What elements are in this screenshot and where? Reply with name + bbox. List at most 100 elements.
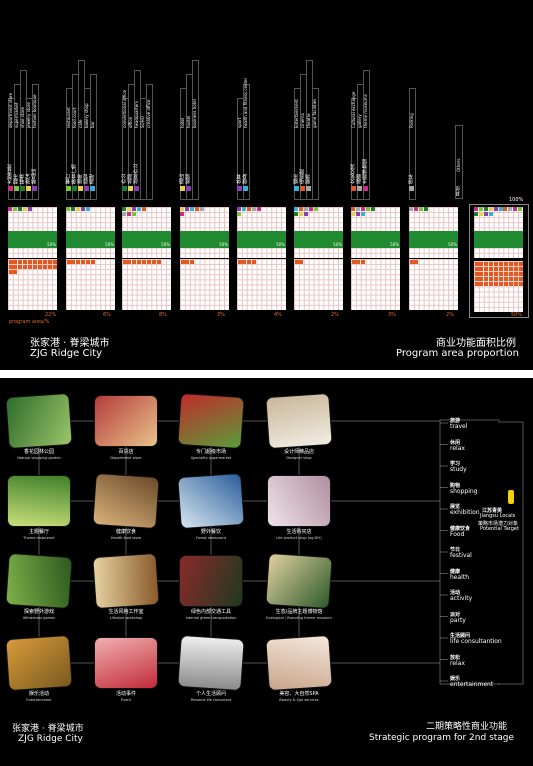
green-band [180, 231, 229, 248]
area-square [479, 281, 484, 286]
legend-swatch [243, 186, 248, 191]
program-photo [6, 553, 72, 609]
activity-tag-en: relax [450, 444, 465, 452]
activity-tag-cn: 健康 [450, 568, 461, 575]
strategic-program-panel: 香花园林公园 Natural shopping garden 百货店 Departme… [0, 378, 533, 766]
total-grid-lower [474, 261, 523, 312]
area-square [484, 281, 489, 286]
area-square [499, 281, 503, 286]
program-square [180, 212, 184, 217]
label-frame [146, 84, 153, 200]
program-grid-lower [237, 259, 286, 310]
activity-tag-cn: 健康饮食 [450, 525, 471, 532]
area-square [151, 259, 156, 264]
area-square [13, 264, 18, 269]
program-square [17, 207, 22, 211]
photo-caption-en: Internal green transportation [185, 616, 237, 620]
program-square [122, 212, 126, 217]
program-label: theatre [306, 113, 311, 128]
activity-tag-cn: 节日 [450, 547, 461, 553]
program-square [70, 207, 75, 211]
program-square [141, 207, 146, 211]
photo-caption-cn: 绿色内部交通工具 [190, 609, 231, 615]
program-square [80, 207, 85, 211]
legend-swatch [26, 186, 31, 191]
program-square [478, 207, 483, 211]
group-percent: 22% [45, 312, 57, 318]
area-square [190, 259, 195, 264]
photo-caption-cn: 野外餐饮 [200, 529, 221, 535]
photo-caption-cn: 生活购买店 [286, 529, 312, 535]
program-grid-lower [294, 259, 343, 310]
area-square [518, 266, 523, 271]
program-square [370, 207, 375, 211]
program-label: theme museums [363, 94, 368, 128]
program-square [355, 212, 360, 217]
program-label: headquarters [134, 101, 139, 128]
area-square [503, 271, 508, 276]
program-label: hotel [180, 117, 185, 128]
photo-caption-en: Designer shop [286, 456, 312, 460]
title-en: ZJG Ridge City [18, 734, 83, 744]
program-square [251, 207, 256, 211]
program-photo [180, 556, 242, 606]
area-square [185, 259, 190, 264]
area-square [361, 259, 366, 264]
photo-caption-en: Theme restaurant [23, 536, 55, 540]
area-square [508, 261, 513, 266]
program-square [423, 207, 428, 211]
program-label: shoe store [20, 107, 25, 128]
area-square [294, 259, 299, 264]
total-grid-upper [474, 207, 523, 258]
axis-label: program area/% [9, 319, 50, 325]
group-percent: 4% [274, 312, 282, 318]
activity-tag-en: shopping [450, 487, 478, 495]
program-label: restaurant [66, 107, 71, 128]
photo-caption-cn: 生态/品牌主题博物馆 [275, 609, 323, 615]
area-square [137, 259, 142, 264]
photo-caption-en: Department store [110, 456, 142, 460]
area-square [494, 281, 499, 286]
program-label: cinema [300, 113, 305, 128]
program-photo [95, 396, 157, 446]
total-percent-label: 100% [509, 197, 524, 203]
program-square [298, 212, 303, 217]
green-band [351, 231, 400, 248]
program-label: creative office [146, 99, 151, 128]
green-band [237, 231, 286, 248]
program-photo [266, 553, 332, 609]
program-grid-upper: 50% [294, 207, 343, 258]
program-photo [178, 473, 244, 529]
label-frame [32, 84, 39, 200]
program-photo [268, 476, 330, 526]
program-label: food court [72, 107, 77, 128]
program-square [8, 207, 12, 211]
area-square [127, 259, 132, 264]
legend-swatch [78, 186, 83, 191]
band-percent: 50% [219, 242, 228, 247]
activity-tag-en: entertainment [450, 681, 494, 688]
activity-tag-cn: 购物 [450, 482, 461, 489]
program-square [85, 207, 90, 211]
program-square [474, 207, 478, 211]
band-percent: 50% [276, 242, 285, 247]
area-square [76, 259, 81, 264]
heading-cn: 二期策略性商业功能 [426, 722, 508, 732]
program-square [303, 207, 308, 211]
photo-caption-cn: 香花园林公园 [23, 449, 54, 455]
legend-swatch [409, 186, 414, 191]
area-square [513, 271, 518, 276]
group-percent: 2% [446, 312, 454, 318]
area-square [518, 276, 523, 281]
program-grid-upper: 50% [180, 207, 229, 258]
program-label: Entertainment [294, 99, 299, 128]
activity-tag-cn: 活动 [450, 590, 461, 596]
area-square [242, 259, 247, 264]
area-square [474, 281, 479, 286]
program-photo [6, 393, 72, 449]
program-label-cn: 健身 [242, 174, 248, 184]
program-square [303, 212, 308, 217]
area-square [351, 259, 356, 264]
target-en: Jiangsu Locals [480, 513, 516, 519]
area-square [499, 266, 503, 271]
